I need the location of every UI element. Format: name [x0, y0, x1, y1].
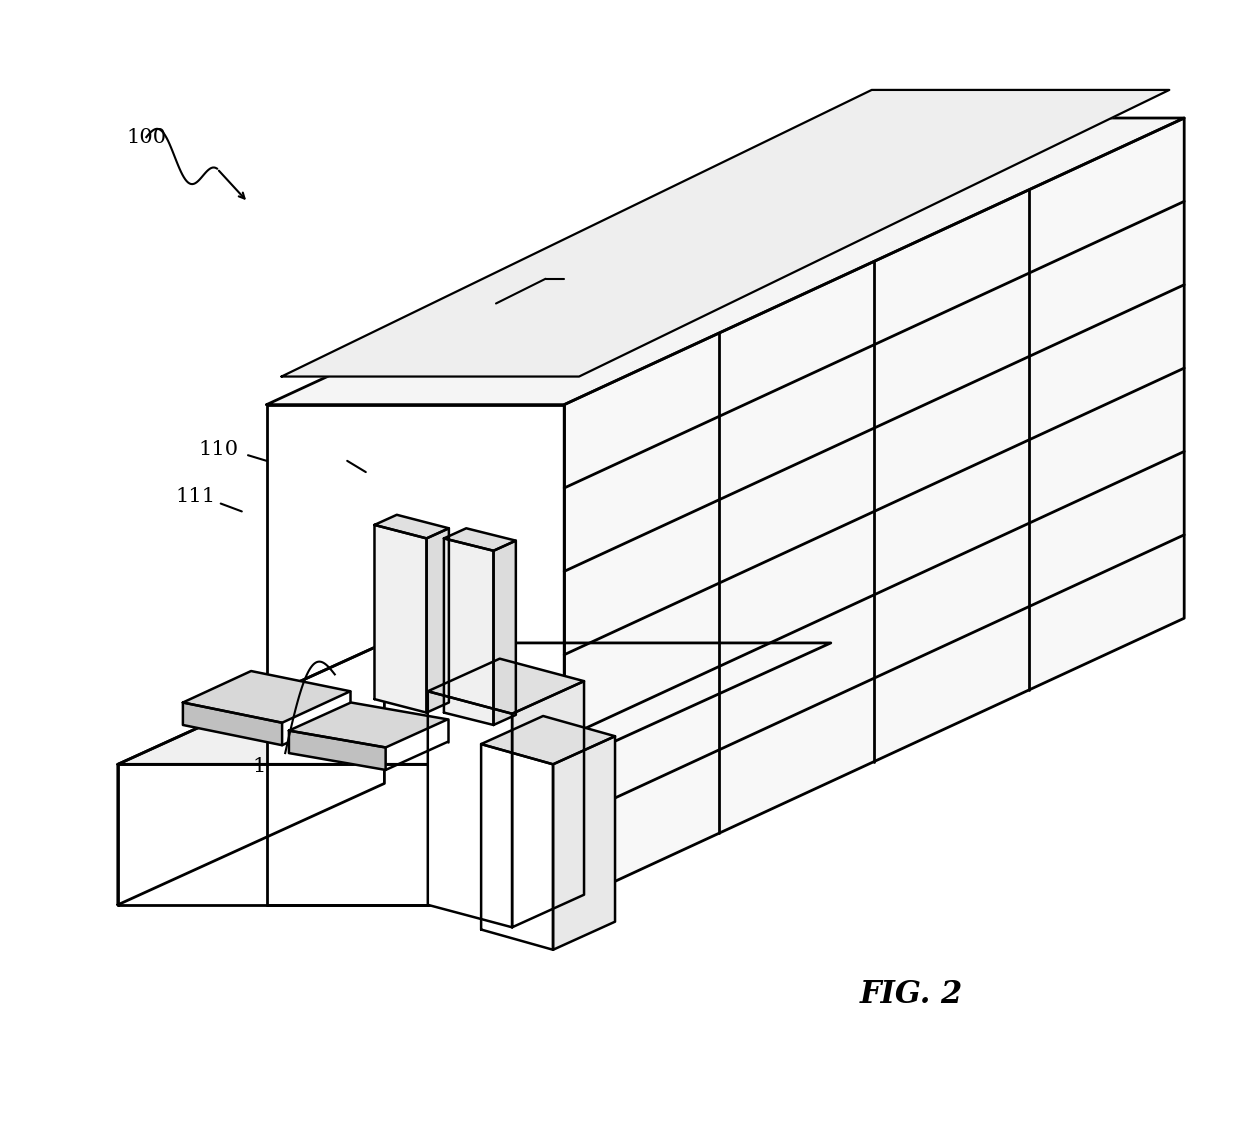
Polygon shape	[444, 538, 494, 725]
Polygon shape	[494, 541, 516, 725]
Polygon shape	[118, 643, 384, 905]
Text: 120: 120	[501, 266, 541, 284]
Polygon shape	[428, 691, 512, 927]
Text: 111: 111	[176, 488, 216, 506]
Polygon shape	[289, 731, 386, 770]
Polygon shape	[427, 528, 449, 713]
Text: 110: 110	[198, 441, 238, 459]
Polygon shape	[184, 671, 350, 723]
Polygon shape	[512, 681, 584, 927]
Polygon shape	[267, 405, 564, 905]
Polygon shape	[289, 702, 448, 747]
Polygon shape	[428, 659, 584, 714]
Polygon shape	[444, 528, 516, 551]
Polygon shape	[184, 702, 281, 745]
Polygon shape	[374, 515, 449, 538]
Text: 100: 100	[126, 128, 166, 146]
Polygon shape	[267, 118, 1184, 405]
Text: FIG. 2: FIG. 2	[859, 979, 963, 1010]
Polygon shape	[481, 716, 615, 764]
Polygon shape	[374, 525, 427, 713]
Polygon shape	[118, 764, 564, 905]
Text: 112: 112	[253, 758, 293, 776]
Text: 114: 114	[309, 438, 348, 456]
Polygon shape	[481, 744, 553, 950]
Polygon shape	[564, 118, 1184, 905]
Polygon shape	[553, 736, 615, 950]
Text: 130: 130	[823, 109, 863, 127]
Polygon shape	[118, 643, 831, 764]
Polygon shape	[281, 90, 1169, 377]
